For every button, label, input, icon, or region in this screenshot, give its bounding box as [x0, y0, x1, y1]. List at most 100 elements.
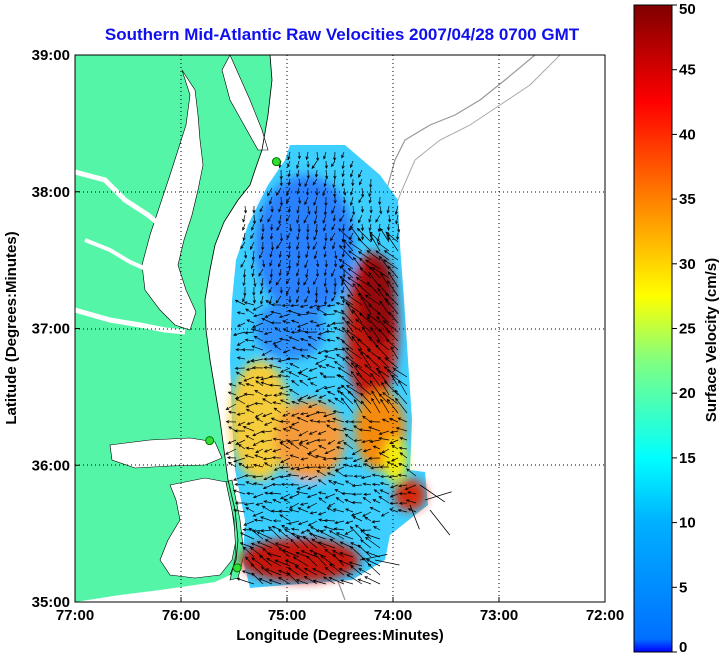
velocity-arrow [252, 430, 264, 437]
velocity-arrow [261, 505, 273, 513]
velocity-arrow [312, 178, 318, 186]
velocity-arrow [368, 187, 372, 198]
velocity-arrow [340, 579, 354, 585]
velocity-arrow [331, 549, 345, 558]
velocity-arrow [326, 507, 336, 513]
velocity-arrow [362, 497, 372, 504]
velocity-arrow [332, 410, 345, 414]
velocity-arrow [250, 563, 264, 576]
velocity-arrow [275, 187, 282, 196]
velocity-arrow [281, 303, 291, 308]
velocity-arrow [242, 426, 255, 432]
velocity-arrow [335, 301, 345, 306]
velocity-arrow [296, 187, 300, 195]
velocity-arrow [377, 287, 390, 306]
velocity-arrow [296, 241, 300, 251]
velocity-arrow [287, 473, 300, 477]
velocity-arrow [305, 465, 318, 469]
velocity-arrow [349, 525, 363, 540]
velocity-arrow [286, 232, 291, 239]
velocity-arrow [332, 553, 345, 567]
velocity-arrow [368, 420, 381, 424]
velocity-arrow [309, 526, 318, 531]
velocity-arrow [278, 250, 282, 259]
velocity-arrow [339, 552, 354, 558]
velocity-arrow [285, 277, 291, 285]
velocity-arrow [296, 205, 300, 214]
velocity-arrow [279, 514, 291, 522]
velocity-arrow [235, 397, 246, 405]
velocity-arrow [311, 160, 318, 170]
velocity-arrow [273, 466, 282, 471]
velocity-vectors [225, 151, 452, 585]
velocity-arrow [323, 268, 327, 277]
velocity-arrow [260, 529, 273, 533]
velocity-arrow [351, 492, 363, 496]
velocity-arrow [242, 268, 247, 279]
velocity-arrow [228, 383, 237, 387]
colorbar-tick-label: 30 [679, 256, 696, 273]
velocity-arrow [268, 286, 273, 294]
velocity-arrow [250, 259, 255, 270]
velocity-arrow [386, 461, 399, 468]
velocity-arrow [371, 390, 381, 405]
velocity-arrow [262, 398, 273, 405]
velocity-arrow [386, 398, 399, 414]
velocity-arrow [333, 169, 337, 180]
velocity-arrow [388, 418, 399, 423]
velocity-arrow [370, 326, 381, 342]
velocity-arrow [263, 462, 273, 468]
velocity-arrow [307, 520, 318, 526]
velocity-arrow [315, 268, 320, 278]
velocity-arrow [371, 520, 381, 524]
velocity-arrow [259, 205, 264, 213]
velocity-arrow [288, 426, 300, 432]
velocity-arrow [317, 491, 327, 495]
velocity-arrow [389, 430, 399, 434]
velocity-arrow [344, 529, 354, 535]
velocity-arrow [238, 382, 246, 387]
velocity-arrow [245, 481, 255, 486]
velocity-arrow [323, 385, 336, 390]
velocity-arrow [270, 205, 274, 213]
velocity-arrow [317, 430, 327, 435]
velocity-arrow [282, 412, 291, 417]
velocity-arrow [254, 412, 264, 418]
velocity-arrow [297, 520, 309, 526]
velocity-arrow [379, 482, 390, 486]
velocity-arrow [275, 277, 282, 286]
velocity-arrow [289, 454, 300, 459]
colorbar-tick-label: 10 [679, 515, 696, 532]
velocity-arrow [378, 255, 390, 270]
velocity-arrow [296, 484, 309, 490]
velocity-arrow [252, 493, 264, 499]
velocity-arrow [243, 502, 255, 506]
velocity-arrow [343, 187, 347, 196]
velocity-arrow [353, 474, 363, 478]
velocity-arrow [300, 354, 309, 360]
x-tick-label: 73:00 [480, 607, 518, 624]
velocity-arrow [282, 320, 291, 324]
velocity-arrow [368, 271, 381, 288]
velocity-arrow [387, 265, 399, 279]
velocity-arrow [271, 525, 282, 531]
velocity-arrow [352, 309, 363, 324]
velocity-arrow [360, 539, 372, 549]
velocity-arrow [323, 241, 327, 251]
velocity-arrow [376, 339, 390, 351]
velocity-arrow [334, 397, 345, 405]
velocity-arrow [379, 465, 389, 469]
velocity-arrow [233, 457, 246, 463]
rappahannock-river [84, 238, 149, 272]
velocity-arrow [380, 272, 390, 288]
velocity-arrow [263, 500, 273, 504]
velocity-arrow [275, 295, 282, 304]
velocity-arrow [242, 223, 246, 231]
velocity-arrow [304, 295, 309, 304]
x-tick-label: 76:00 [162, 607, 200, 624]
velocity-arrow [252, 439, 264, 446]
velocity-arrow [369, 380, 381, 396]
velocity-arrow [329, 538, 345, 549]
velocity-arrow [342, 241, 347, 250]
velocity-arrow [317, 479, 327, 486]
